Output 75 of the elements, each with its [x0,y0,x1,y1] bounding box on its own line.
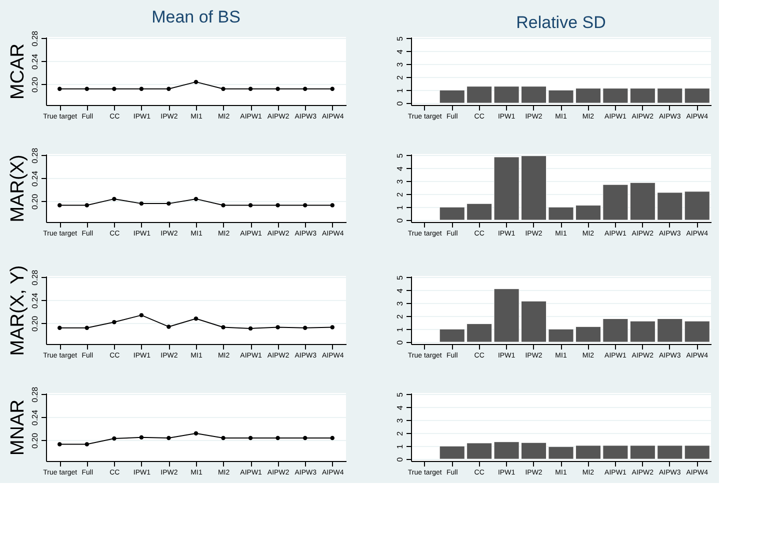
y-tick-label: 1 [396,88,404,93]
point [84,203,90,208]
y-tick-label: 5 [396,392,404,398]
y-tick-label: 0.28 [30,269,40,286]
y-tick-label: 1 [396,326,404,332]
y-axis-title: MAR(X, Y) [8,265,28,356]
point [194,431,198,436]
point [58,442,62,446]
point [166,324,171,329]
y-tick-label: 0.28 [30,147,40,164]
point [221,436,226,440]
y-tick-label: 2 [396,74,404,80]
y-tick-label: 0 [396,218,404,223]
y-tick-label: 0.24 [30,53,40,70]
y-tick-label: 0.28 [30,30,40,46]
y-tick-label: 0 [396,100,404,106]
y-tick-label: 5 [396,153,404,158]
point [84,326,90,330]
point [330,436,334,440]
y-tick-label: 0.24 [30,292,40,308]
point [139,313,144,318]
point [194,196,198,202]
point [112,196,116,202]
point [112,436,116,441]
y-axis-title: MCAR [8,44,28,100]
point [276,436,280,440]
point [221,325,226,330]
point [166,201,171,206]
y-tick-label: 3 [396,300,404,306]
chart-title: Mean of BS [152,7,240,26]
y-tick-label: 4 [396,166,404,171]
point [276,203,280,208]
y-tick-label: 2 [396,314,404,319]
point [58,326,62,330]
y-axis-title: MAR(X) [8,154,28,222]
y-tick-label: 0.24 [30,409,40,426]
y-tick-label: 4 [396,404,404,410]
y-tick-label: 0.20 [30,432,40,449]
y-tick-label: 4 [396,288,404,293]
point [330,325,334,330]
y-tick-label: 0.28 [30,386,40,402]
y-tick-label: 0.20 [30,315,40,332]
point [194,316,198,321]
y-tick-label: 0 [396,456,404,462]
point [302,326,308,330]
y-tick-label: 0 [396,340,404,345]
y-tick-label: 1 [396,204,404,210]
point [330,203,334,208]
point [139,435,144,440]
point [58,203,62,208]
y-tick-label: 2 [396,192,404,197]
y-tick-label: 3 [396,178,404,184]
point [248,326,253,331]
y-tick-label: 0.24 [30,170,40,186]
y-tick-label: 0.20 [30,76,40,93]
point [84,442,90,446]
point [139,201,144,206]
chart-title: Relative SD [516,13,606,32]
point [276,325,280,330]
y-tick-label: 3 [396,62,404,67]
point [112,320,116,324]
point [248,203,253,208]
y-tick-label: 4 [396,48,404,54]
y-axis-title: MNAR [8,400,28,456]
y-tick-label: 3 [396,418,404,423]
point [221,203,226,208]
point [302,203,308,208]
y-tick-label: 5 [396,275,404,280]
y-tick-label: 2 [396,430,404,436]
y-tick-label: 5 [396,36,404,42]
point [248,436,253,440]
y-tick-label: 0.20 [30,193,40,210]
y-tick-label: 1 [396,444,404,449]
point [166,436,171,440]
point [302,436,308,440]
